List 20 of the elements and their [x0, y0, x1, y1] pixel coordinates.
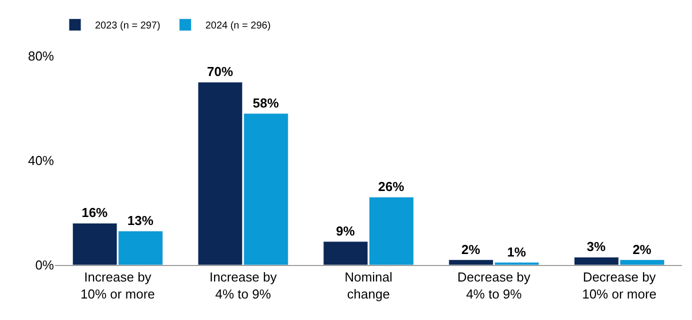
data-label: 70%	[206, 64, 234, 80]
y-tick-label: 0%	[35, 258, 54, 273]
data-label: 1%	[507, 244, 526, 260]
y-tick-label: 80%	[28, 48, 54, 64]
x-tick-label: Increase by 4% to 9%	[210, 270, 278, 302]
data-label: 58%	[252, 95, 280, 110]
data-label: 2%	[632, 242, 652, 257]
data-label: 3%	[586, 239, 606, 254]
x-tick-label: Nominal change	[344, 270, 392, 302]
x-tick-label: Decrease by 4% to 9%	[457, 270, 531, 302]
data-label: 26%	[378, 179, 405, 194]
data-label: 16%	[82, 205, 108, 220]
x-tick-label: Increase by 10% or more	[80, 270, 155, 302]
data-label: 9%	[336, 223, 356, 238]
y-tick-label: 40%	[28, 153, 54, 168]
x-tick-label: Decrease by 10% or more	[582, 270, 657, 302]
data-label: 13%	[127, 213, 154, 228]
legend-label: 2024 (n = 296)	[205, 20, 271, 32]
data-label: 2%	[461, 242, 481, 257]
legend-label: 2023 (n = 297)	[95, 20, 160, 32]
